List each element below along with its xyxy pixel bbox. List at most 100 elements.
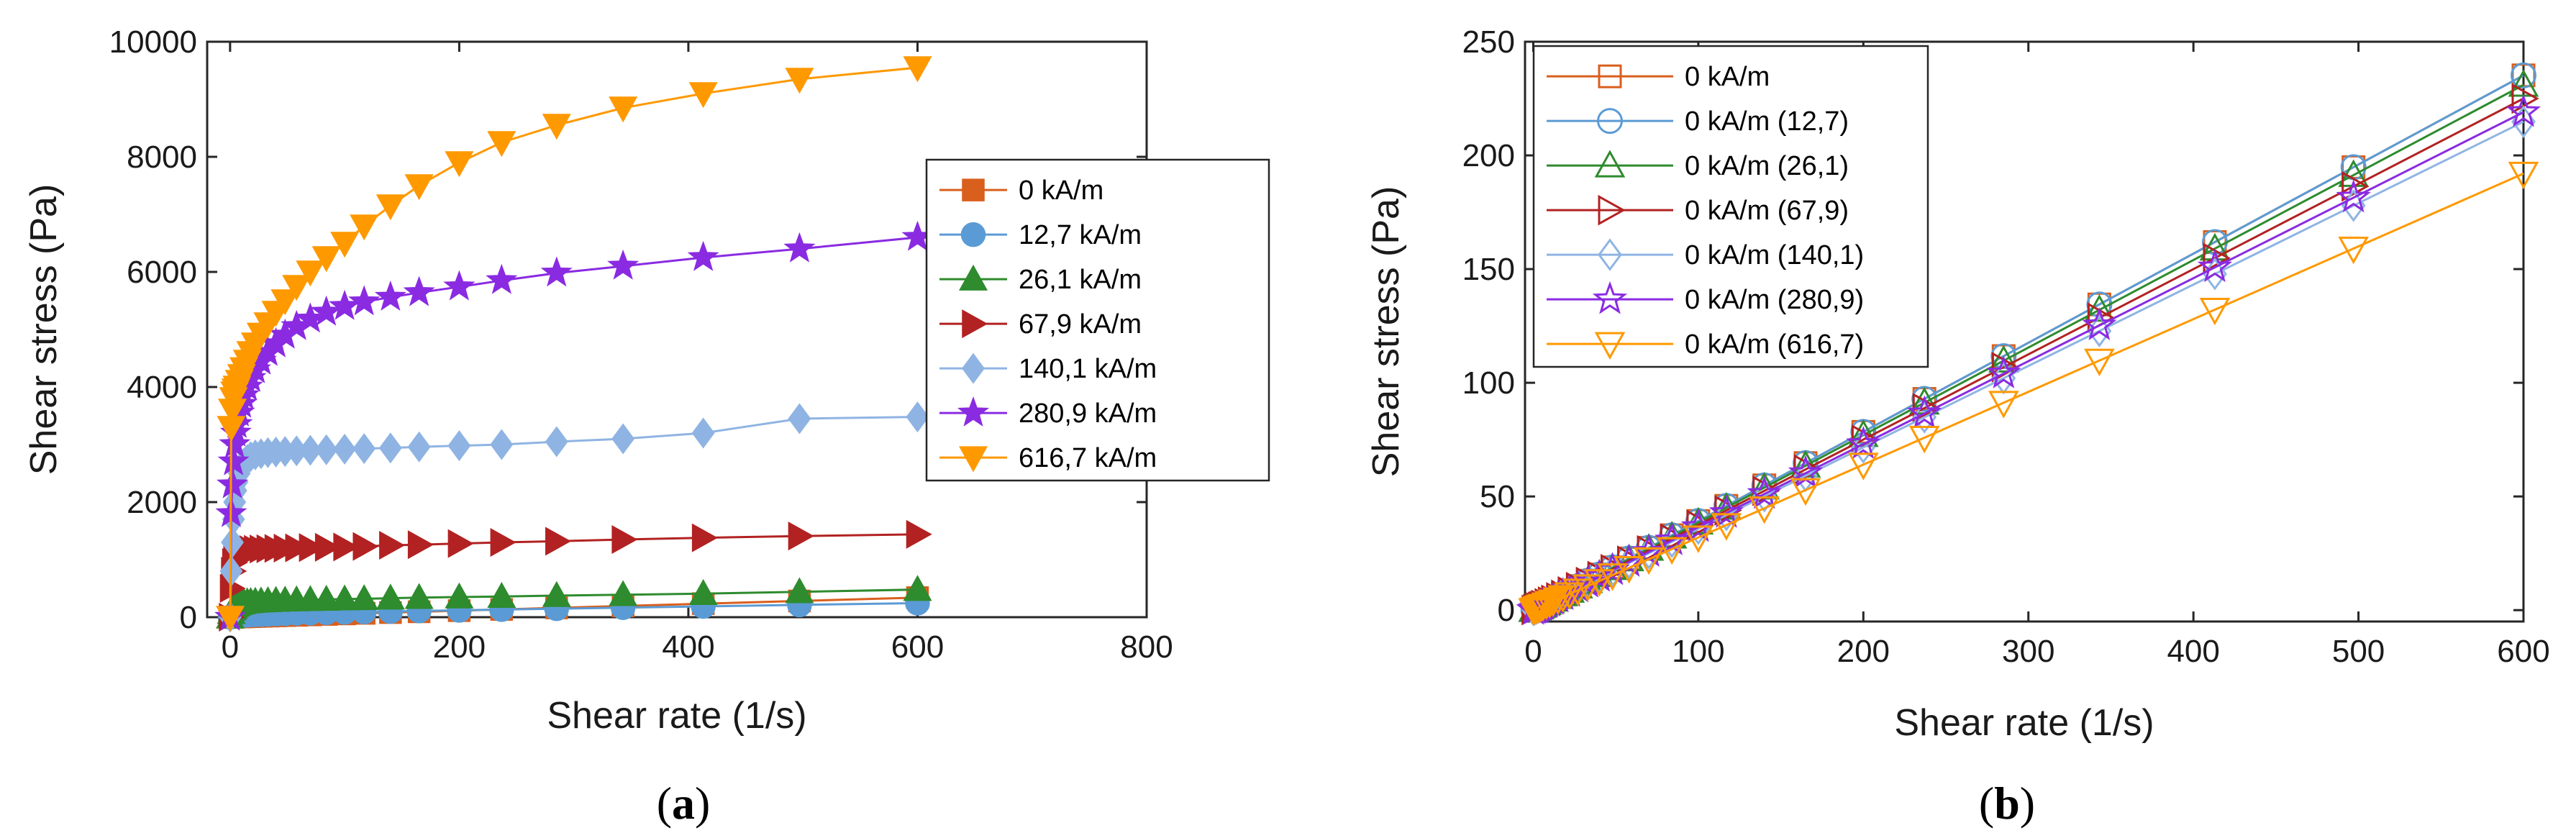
data-point [219, 427, 251, 458]
data-point [1908, 425, 1940, 454]
x-tick-label: 600 [2497, 634, 2549, 669]
data-point [299, 533, 325, 563]
legend-label: 0 kA/m (616,7) [1685, 329, 1864, 360]
data-point [352, 532, 379, 561]
data-point [1597, 563, 1628, 591]
data-point [2511, 83, 2539, 114]
data-point [1747, 475, 1782, 509]
y-tick-label: 250 [1462, 24, 1515, 60]
legend-marker [1598, 238, 1622, 271]
data-point [2084, 348, 2115, 377]
legend-label: 140,1 kA/m [1019, 354, 1157, 384]
data-point [1554, 582, 1585, 610]
chart-b-frame [1524, 40, 2525, 623]
data-point [1547, 585, 1579, 613]
data-point [404, 583, 434, 609]
data-point [333, 433, 357, 465]
data-point [215, 606, 245, 632]
data-point [443, 270, 475, 301]
data-point [788, 522, 814, 551]
legend-marker [958, 264, 988, 291]
data-point [1633, 547, 1665, 575]
legend-marker [957, 396, 990, 427]
y-tick-label: 8000 [127, 140, 197, 175]
data-point [788, 403, 811, 434]
x-tick-label: 500 [2332, 634, 2385, 669]
data-point [314, 532, 341, 562]
legend-marker [1594, 332, 1626, 360]
x-tick-label: 400 [2167, 634, 2219, 669]
x-tick-label: 100 [1672, 634, 1724, 669]
data-point [691, 417, 715, 449]
x-tick-label: 800 [1120, 629, 1173, 665]
legend-label: 0 kA/m (280,9) [1685, 285, 1864, 315]
data-point [1790, 478, 1821, 506]
data-point [688, 82, 718, 109]
legend-marker [1592, 281, 1628, 314]
legend-label: 0 kA/m [1685, 62, 1770, 92]
data-point [311, 584, 341, 611]
data-point [785, 577, 814, 604]
legend-label: 12,7 kA/m [1019, 220, 1142, 250]
data-point [2336, 179, 2371, 213]
legend-label: 0 kA/m [1019, 176, 1103, 206]
data-point [1848, 419, 1879, 447]
data-point [487, 581, 516, 608]
data-point [1711, 513, 1742, 541]
legend-marker [962, 178, 985, 201]
data-point [299, 434, 322, 466]
caption-b: (b) [1979, 778, 2035, 829]
data-point [1582, 558, 1617, 592]
legend-marker [962, 309, 988, 339]
data-point [607, 249, 640, 280]
legend-marker [958, 446, 988, 473]
data-point [1583, 569, 1615, 597]
data-point [447, 529, 474, 558]
chart-a-xlabel: Shear rate (1/s) [547, 695, 806, 737]
data-point [270, 289, 300, 316]
data-point [445, 582, 474, 609]
y-tick-label: 150 [1462, 252, 1515, 287]
chart-a-ylabel: Shear stress (Pa) [23, 184, 65, 475]
x-tick-label: 200 [433, 629, 486, 665]
data-point [376, 194, 405, 221]
data-point [1683, 525, 1714, 553]
data-point [296, 260, 325, 287]
data-point [350, 584, 379, 611]
data-point [379, 530, 406, 560]
legend-label: 280,9 kA/m [1019, 399, 1157, 429]
data-point [542, 114, 571, 140]
data-point [1749, 496, 1780, 524]
data-point [217, 445, 250, 475]
data-point [1655, 522, 1690, 555]
data-point [1988, 345, 2019, 373]
data-point [1848, 452, 1879, 481]
x-tick-label: 400 [662, 629, 714, 665]
data-point [609, 96, 638, 123]
data-point [1614, 556, 1644, 584]
chart-a-legend: 0 kA/m 12,7 kA/m 26,1 kA/m 67,9 kA/m 140,1 k… [925, 158, 1270, 482]
data-point [1988, 391, 2019, 419]
data-point [1656, 537, 1688, 565]
y-tick-label: 6000 [127, 255, 197, 290]
legend-marker [1598, 194, 1626, 226]
legend-marker [1598, 64, 1622, 88]
data-point [1534, 591, 1565, 619]
data-point [487, 131, 516, 158]
legend-label: 67,9 kA/m [1019, 309, 1142, 340]
data-point [2506, 94, 2541, 127]
data-point [217, 468, 249, 499]
legend-label: 0 kA/m (12,7) [1685, 106, 1849, 137]
y-tick-label: 0 [180, 600, 197, 635]
data-point [404, 174, 434, 201]
data-point [785, 68, 814, 94]
legend-label: 616,7 kA/m [1019, 443, 1157, 473]
data-point [1680, 509, 1716, 542]
legend-marker [960, 222, 986, 247]
data-point [333, 532, 360, 562]
data-point [906, 519, 932, 549]
data-point [221, 527, 244, 558]
data-point [445, 151, 474, 178]
legend-label: 0 kA/m (26,1) [1685, 151, 1849, 181]
